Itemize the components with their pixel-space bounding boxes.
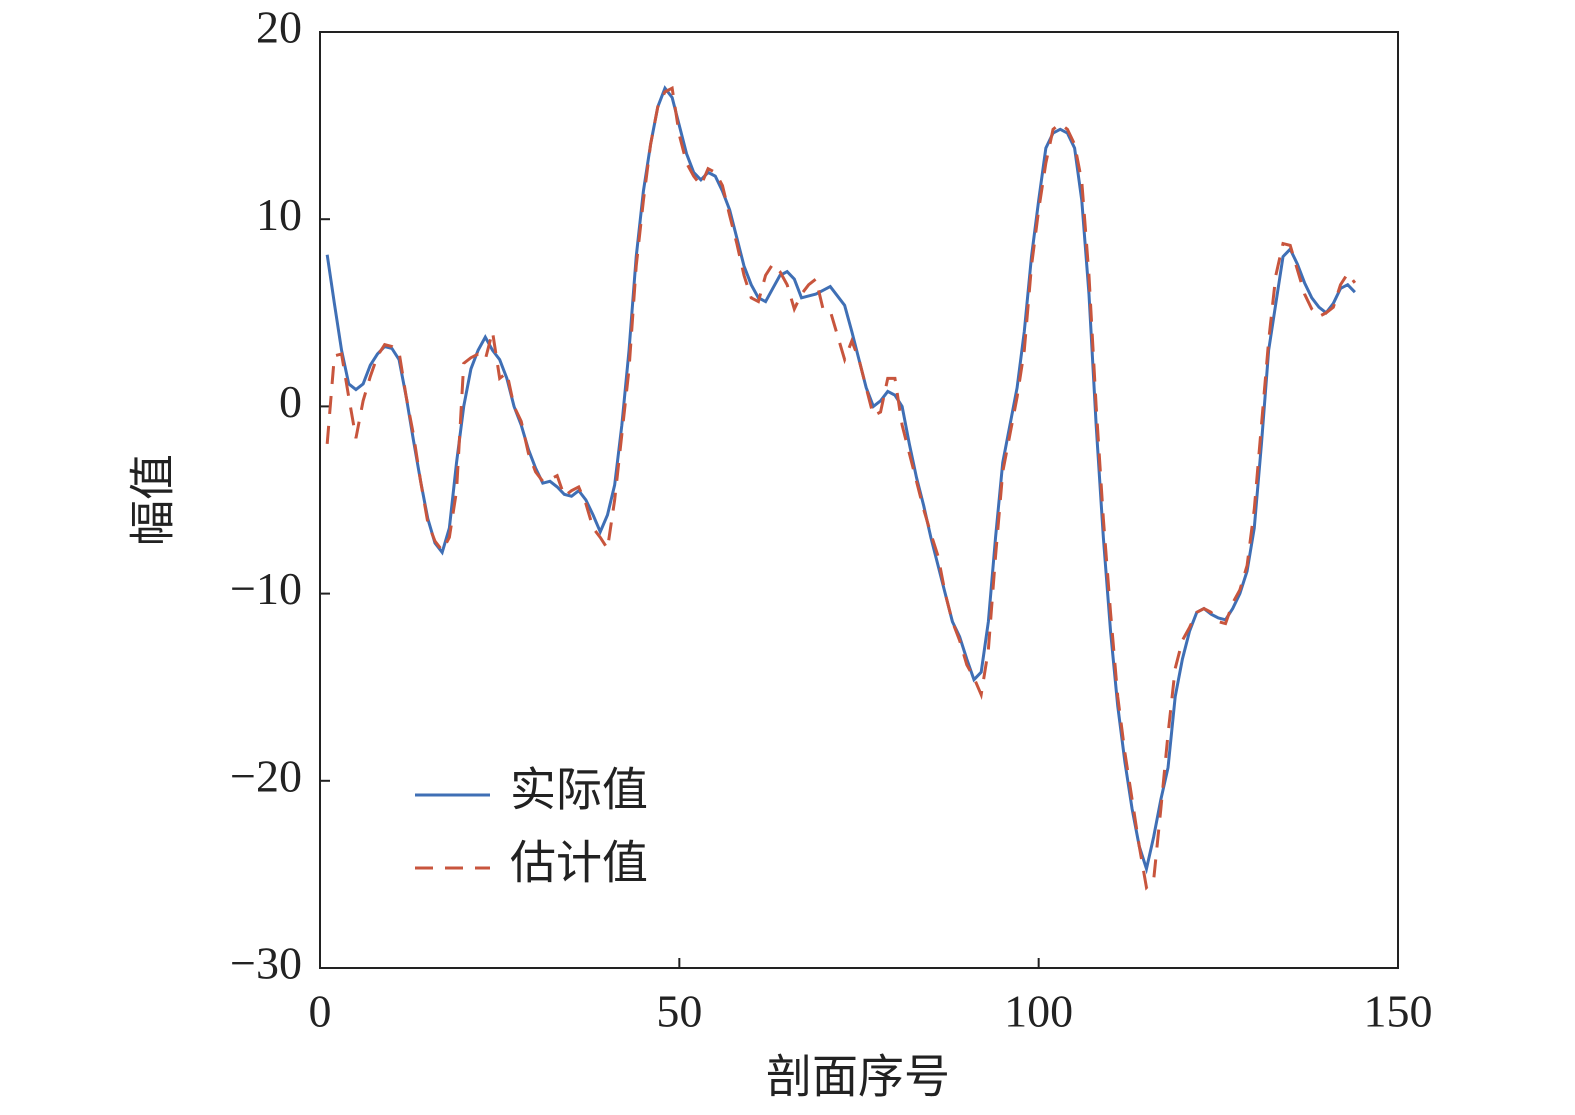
y-tick-label: −30 [230,938,302,989]
x-tick-label: 50 [656,986,702,1037]
series-line [325,85,1356,875]
y-tick-label: −20 [230,750,302,801]
y-tick-label: 20 [256,2,302,53]
x-axis-label: 剖面序号 [766,1052,950,1103]
y-tick-label: 0 [279,376,302,427]
plot-frame [319,31,1399,969]
x-tick-label: 150 [1364,986,1433,1037]
x-tick-label: 0 [309,986,332,1037]
series-line [325,85,1357,891]
legend-label: 估计值 [510,838,648,889]
legend-label: 实际值 [510,765,648,816]
x-tick-label: 100 [1004,986,1073,1037]
y-tick-label: −10 [230,563,302,614]
y-tick-label: 10 [256,189,302,240]
y-axis-label: 幅值 [128,454,179,546]
